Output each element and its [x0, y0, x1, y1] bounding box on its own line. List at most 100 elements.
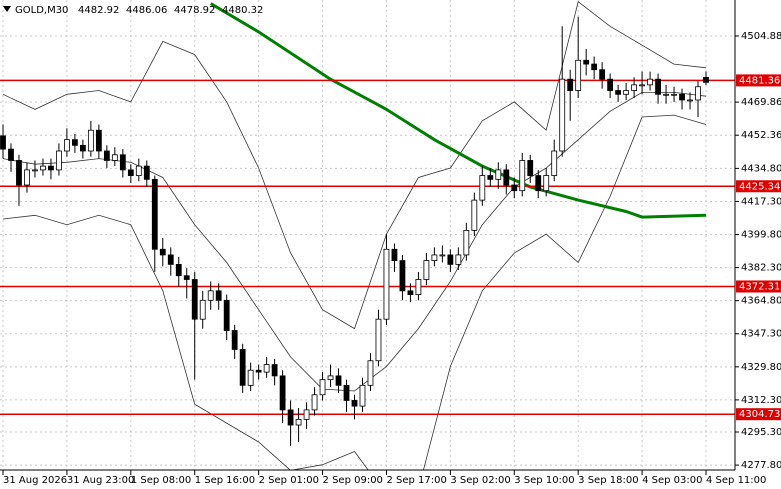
- candle-body: [64, 139, 70, 152]
- candle-body: [167, 254, 174, 265]
- candle-body: [199, 299, 206, 320]
- candle-body: [575, 59, 582, 91]
- candle-body: [95, 129, 102, 152]
- y-tick-label: 4382.30: [741, 263, 781, 274]
- candle-body: [415, 279, 422, 296]
- candle-body: [87, 129, 94, 152]
- candle-body: [567, 78, 574, 91]
- candle-body: [0, 135, 6, 150]
- candle-body: [511, 184, 518, 192]
- candle-body: [79, 144, 86, 152]
- candle-body: [335, 375, 342, 386]
- candle-body: [423, 260, 430, 280]
- candle-body: [551, 150, 558, 176]
- candle-body: [463, 229, 470, 256]
- candle-body: [527, 160, 534, 176]
- x-tick-label: 31 Aug 2026: [3, 475, 67, 486]
- level-label-box: [736, 280, 781, 293]
- level-label-box: [736, 74, 781, 87]
- y-tick-label: 4417.30: [741, 196, 781, 207]
- candle-body: [543, 175, 550, 192]
- candle-body: [16, 160, 22, 186]
- candle-body: [607, 78, 614, 91]
- candle-body: [375, 318, 382, 362]
- candle-body: [615, 90, 622, 95]
- candle-body: [319, 379, 326, 396]
- level-label: 4481.36: [739, 75, 780, 86]
- level-label-box: [736, 408, 781, 421]
- candle-body: [24, 169, 30, 186]
- candle-body: [271, 364, 278, 377]
- candle-body: [223, 299, 230, 331]
- candle-body: [175, 263, 182, 277]
- candle-body: [663, 93, 669, 96]
- menu-triangle[interactable]: [3, 6, 11, 12]
- x-tick-label: 2 Sep 09:00: [323, 475, 383, 486]
- candle-body: [351, 400, 358, 407]
- candle-body: [671, 93, 677, 96]
- candle-body: [431, 254, 438, 262]
- y-tick-label: 4399.80: [741, 230, 781, 241]
- level-label: 4372.31: [739, 281, 780, 292]
- y-tick-label: 4469.86: [741, 97, 781, 108]
- candle-body: [135, 165, 142, 176]
- candle-body: [127, 169, 134, 176]
- candle-body: [8, 148, 14, 161]
- candle-body: [40, 165, 46, 171]
- candle-body: [327, 375, 334, 381]
- candle-body: [695, 86, 701, 101]
- candle-body: [583, 59, 590, 65]
- candle-body: [32, 169, 38, 172]
- candle-body: [263, 364, 270, 373]
- x-tick-label: 3 Sep 10:00: [514, 475, 574, 486]
- candle-body: [151, 178, 158, 250]
- candle-body: [303, 409, 310, 420]
- plot-area: [0, 1, 735, 470]
- candle-body: [495, 169, 502, 180]
- x-tick-label: 3 Sep 18:00: [578, 475, 638, 486]
- candle-body: [647, 78, 653, 86]
- candle-body: [447, 254, 454, 265]
- level-label-box: [736, 180, 781, 193]
- candle-body: [639, 84, 645, 87]
- candle-body: [631, 84, 638, 91]
- x-tick-label: 4 Sep 11:00: [706, 475, 766, 486]
- x-tick-label: 2 Sep 17:00: [386, 475, 446, 486]
- candle-body: [399, 260, 406, 292]
- candle-body: [311, 394, 318, 411]
- x-tick-label: 1 Sep 08:00: [131, 475, 191, 486]
- candle-body: [687, 99, 693, 102]
- candle-body: [623, 90, 630, 95]
- candle-body: [103, 150, 110, 161]
- last-low: 4478.92: [174, 5, 215, 16]
- candle-body: [159, 248, 166, 256]
- candle-body: [279, 375, 286, 411]
- candle-body: [359, 384, 366, 407]
- candle-body: [471, 199, 478, 231]
- candle-body: [143, 165, 150, 180]
- candle-body: [56, 150, 62, 171]
- candle-body: [487, 175, 494, 180]
- candle-body: [535, 175, 542, 192]
- x-tick-label: 1 Sep 16:00: [195, 475, 255, 486]
- y-tick-label: 4329.80: [741, 362, 781, 373]
- candle-body: [111, 154, 118, 161]
- candle-body: [215, 290, 222, 301]
- candle-body: [407, 290, 414, 296]
- y-tick-label: 4277.80: [741, 460, 781, 471]
- candle-body: [255, 369, 262, 373]
- candle-body: [71, 139, 78, 146]
- last-high: 4486.06: [126, 5, 167, 16]
- candle-body: [183, 275, 190, 280]
- candle-body: [343, 384, 350, 401]
- candle-body: [519, 160, 526, 192]
- x-tick-label: 3 Sep 02:00: [450, 475, 510, 486]
- y-tick-label: 4364.80: [741, 296, 781, 307]
- y-tick-label: 4504.88: [741, 31, 781, 42]
- level-label: 4425.34: [739, 181, 780, 192]
- axes: 4504.88 4469.86 4452.36 4434.80 4417.30 4399.…: [2, 31, 781, 486]
- candle-body: [455, 254, 462, 265]
- candle-body: [503, 169, 510, 186]
- x-tick-label: 4 Sep 03:00: [642, 475, 702, 486]
